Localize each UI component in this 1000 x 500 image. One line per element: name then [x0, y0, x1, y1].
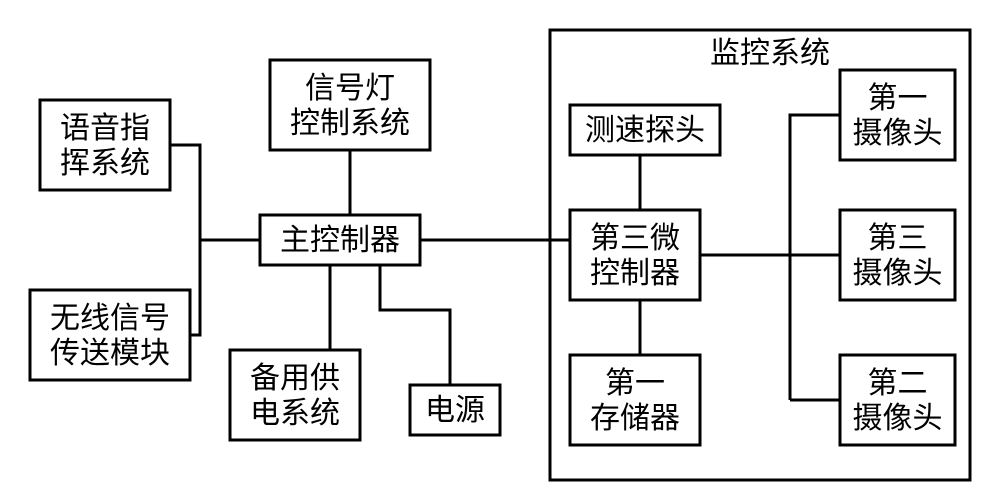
cam3-node: 第三摄像头	[840, 210, 955, 300]
cam3-label-1: 第三	[868, 222, 928, 255]
backup_pwr-node: 备用供电系统	[230, 350, 360, 440]
voice-label-2: 挥系统	[60, 147, 150, 180]
first_store-node: 第一存储器	[570, 355, 700, 445]
cam1-node: 第一摄像头	[840, 70, 955, 160]
cam1-label-1: 第一	[868, 82, 928, 115]
edge	[380, 265, 450, 385]
edge	[790, 115, 840, 400]
cam2-node: 第二摄像头	[840, 355, 955, 445]
third_micro-label-2: 控制器	[590, 257, 680, 290]
main_ctrl-node: 主控制器	[260, 215, 420, 265]
voice-label-1: 语音指	[60, 112, 150, 145]
cam3-label-2: 摄像头	[853, 257, 943, 290]
backup_pwr-label-2: 电系统	[250, 397, 340, 430]
edge	[170, 145, 200, 240]
cam2-label-1: 第二	[868, 367, 928, 400]
first_store-label-1: 第一	[605, 367, 665, 400]
power-label: 电源	[425, 394, 485, 427]
wireless-label-1: 无线信号	[50, 302, 170, 335]
cam2-label-2: 摄像头	[853, 402, 943, 435]
third_micro-label-1: 第三微	[590, 222, 680, 255]
backup_pwr-label-1: 备用供	[250, 362, 340, 395]
voice-node: 语音指挥系统	[40, 100, 170, 190]
main_ctrl-label: 主控制器	[280, 224, 400, 257]
cam1-label-2: 摄像头	[853, 117, 943, 150]
third_micro-node: 第三微控制器	[570, 210, 700, 300]
signal_light-label-2: 控制系统	[290, 107, 410, 140]
power-node: 电源	[410, 385, 500, 435]
nodes: 语音指挥系统无线信号传送模块 信号灯控制系统主控制器备用供电系统 电源 测速探头第三微…	[30, 60, 955, 445]
monitor-system-title: 监控系统	[710, 37, 830, 70]
first_store-label-2: 存储器	[590, 402, 680, 435]
signal_light-node: 信号灯控制系统	[270, 60, 430, 150]
system-diagram: 监控系统 语音指挥系统无线信号传送模块 信号灯控制系统主控制器备用供电系统 电源 测速…	[0, 0, 1000, 500]
wireless-label-2: 传送模块	[50, 337, 170, 370]
speed_probe-label: 测速探头	[585, 114, 705, 147]
speed_probe-node: 测速探头	[570, 105, 720, 155]
signal_light-label-1: 信号灯	[305, 72, 395, 105]
wireless-node: 无线信号传送模块	[30, 290, 190, 380]
